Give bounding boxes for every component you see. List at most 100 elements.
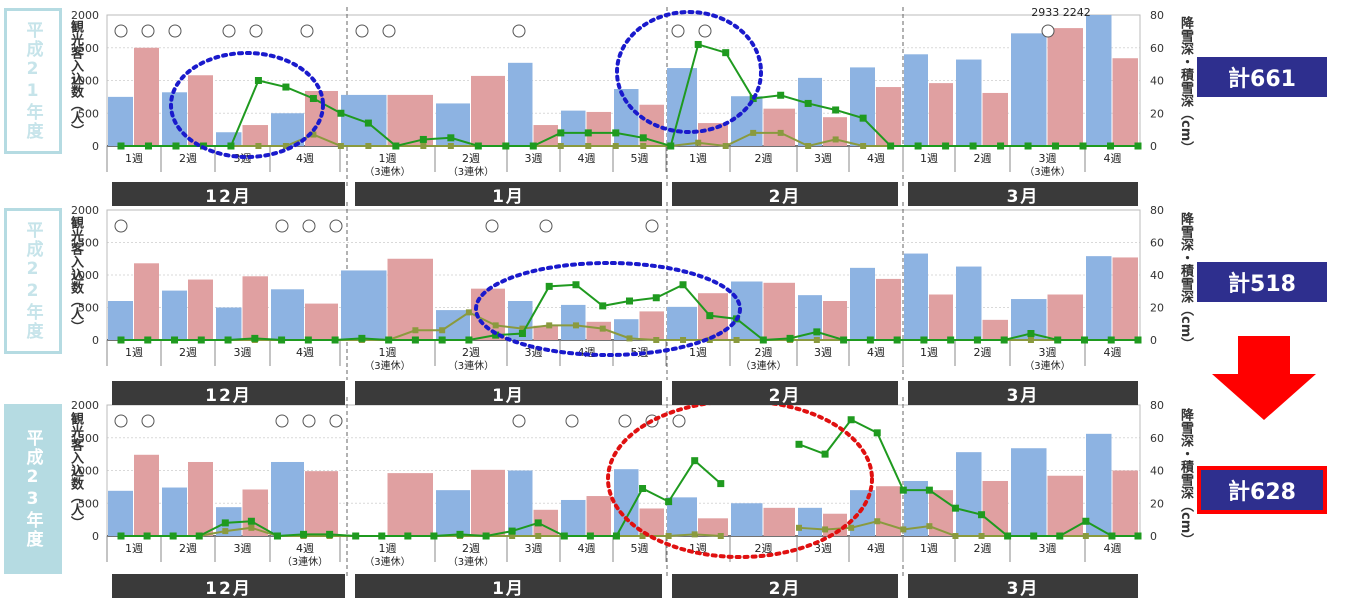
series-green-marker bbox=[997, 142, 1005, 150]
series-green-marker bbox=[612, 532, 620, 540]
year-text-h21: 平成21年度 bbox=[22, 21, 43, 141]
week-label: 3週 bbox=[814, 152, 832, 165]
series-olive-marker bbox=[813, 337, 820, 343]
bar-blue bbox=[850, 67, 875, 146]
holiday-circle-icon bbox=[329, 219, 343, 233]
bar-blue bbox=[798, 77, 822, 146]
series-olive-marker bbox=[860, 143, 867, 149]
week-label: 4週 bbox=[296, 152, 314, 165]
series-green-marker bbox=[411, 336, 419, 344]
series-olive-marker bbox=[926, 523, 933, 530]
bar-blue bbox=[731, 281, 763, 340]
series-green-marker bbox=[247, 517, 255, 525]
series-green-marker bbox=[665, 498, 673, 506]
bar-pink bbox=[1112, 257, 1138, 340]
week-label: 1週 bbox=[689, 346, 707, 359]
series-green-marker bbox=[667, 142, 675, 150]
series-green-marker bbox=[951, 504, 959, 512]
series-green-marker bbox=[795, 440, 803, 448]
week-label: 2週 bbox=[974, 346, 992, 359]
series-green-marker bbox=[534, 519, 542, 527]
holiday-circle-icon bbox=[512, 414, 526, 428]
bar-pink bbox=[533, 125, 558, 146]
series-olive-marker bbox=[465, 309, 472, 316]
week-label: 1週 bbox=[125, 346, 143, 359]
week-label: 1週 bbox=[379, 346, 397, 359]
week-sublabel: （3連休） bbox=[448, 359, 494, 372]
week-label: 2週 bbox=[462, 152, 480, 165]
series-green-marker bbox=[694, 40, 702, 48]
series-green-marker bbox=[221, 519, 229, 527]
holiday-circle-icon bbox=[645, 219, 659, 233]
y-axis-label-h22: 観光客入込数（人） bbox=[68, 216, 83, 333]
week-label: 4週 bbox=[867, 542, 885, 555]
series-olive-marker bbox=[665, 533, 672, 539]
week-label: 4週 bbox=[1104, 346, 1122, 359]
y-tick-label: 500 bbox=[78, 497, 99, 510]
series-olive-marker bbox=[822, 526, 829, 533]
series-green-marker bbox=[1052, 142, 1060, 150]
week-label: 1週 bbox=[920, 346, 938, 359]
week-label: 4週 bbox=[296, 346, 314, 359]
series-green-marker bbox=[866, 336, 874, 344]
holiday-circle-icon bbox=[382, 24, 396, 38]
series-green-marker bbox=[117, 142, 125, 150]
week-label: 1週 bbox=[379, 542, 397, 555]
week-sublabel: （3連休） bbox=[364, 359, 410, 372]
series-olive-marker bbox=[585, 143, 592, 149]
y2-tick-label: 20 bbox=[1150, 497, 1164, 510]
series-green-marker bbox=[572, 281, 580, 289]
bar-pink bbox=[763, 108, 795, 146]
series-green-marker bbox=[492, 331, 500, 339]
series-green-marker bbox=[639, 134, 647, 142]
series-olive-marker bbox=[412, 327, 419, 334]
series-olive-marker bbox=[1082, 533, 1089, 539]
series-olive-marker bbox=[691, 531, 698, 538]
series-green-marker bbox=[352, 532, 360, 540]
series-green-line bbox=[121, 43, 1138, 148]
series-green-marker bbox=[144, 336, 152, 344]
series-green-marker bbox=[599, 302, 607, 310]
week-label: 5週 bbox=[631, 152, 649, 165]
bar-blue bbox=[271, 289, 304, 340]
bar-pink bbox=[188, 75, 213, 146]
series-green-marker bbox=[508, 527, 516, 535]
bar-pink bbox=[242, 276, 268, 340]
month-bar-h23-1: 1月 bbox=[355, 574, 662, 599]
series-green-marker bbox=[786, 334, 794, 342]
series-green-marker bbox=[309, 95, 317, 103]
holiday-circle-icon bbox=[565, 414, 579, 428]
bar-blue bbox=[1011, 33, 1047, 147]
month-bar-h23-2: 2月 bbox=[672, 574, 898, 599]
bar-pink bbox=[876, 87, 901, 146]
series-green-marker bbox=[1107, 336, 1115, 344]
series-green-marker bbox=[973, 336, 981, 344]
week-label: 3週 bbox=[1039, 346, 1057, 359]
y2-tick-label: 60 bbox=[1150, 237, 1164, 250]
bar-pink bbox=[982, 480, 1008, 536]
series-green-marker bbox=[847, 416, 855, 424]
series-green-marker bbox=[893, 336, 901, 344]
series-green-marker bbox=[1004, 532, 1012, 540]
series-olive-marker bbox=[248, 524, 255, 531]
series-green-marker bbox=[1079, 142, 1087, 150]
bar-pink bbox=[387, 473, 433, 536]
bar-pink bbox=[876, 278, 901, 340]
y-tick-label: 500 bbox=[78, 107, 99, 120]
y-tick-label: 500 bbox=[78, 302, 99, 315]
series-green-marker bbox=[626, 297, 633, 305]
series-green-marker bbox=[1107, 142, 1115, 150]
bar-blue bbox=[162, 487, 187, 536]
week-label: 2週 bbox=[755, 542, 773, 555]
bar-blue bbox=[271, 461, 304, 536]
holiday-circle-icon bbox=[300, 24, 314, 38]
series-green-marker bbox=[278, 336, 286, 344]
week-label: 5週 bbox=[631, 542, 649, 555]
series-olive-line bbox=[798, 520, 1138, 537]
y2-tick-label: 0 bbox=[1150, 334, 1157, 347]
series-olive-marker bbox=[978, 533, 985, 539]
week-label: 3週 bbox=[234, 542, 252, 555]
series-green-marker bbox=[1056, 532, 1064, 540]
week-label: 2週 bbox=[462, 346, 480, 359]
